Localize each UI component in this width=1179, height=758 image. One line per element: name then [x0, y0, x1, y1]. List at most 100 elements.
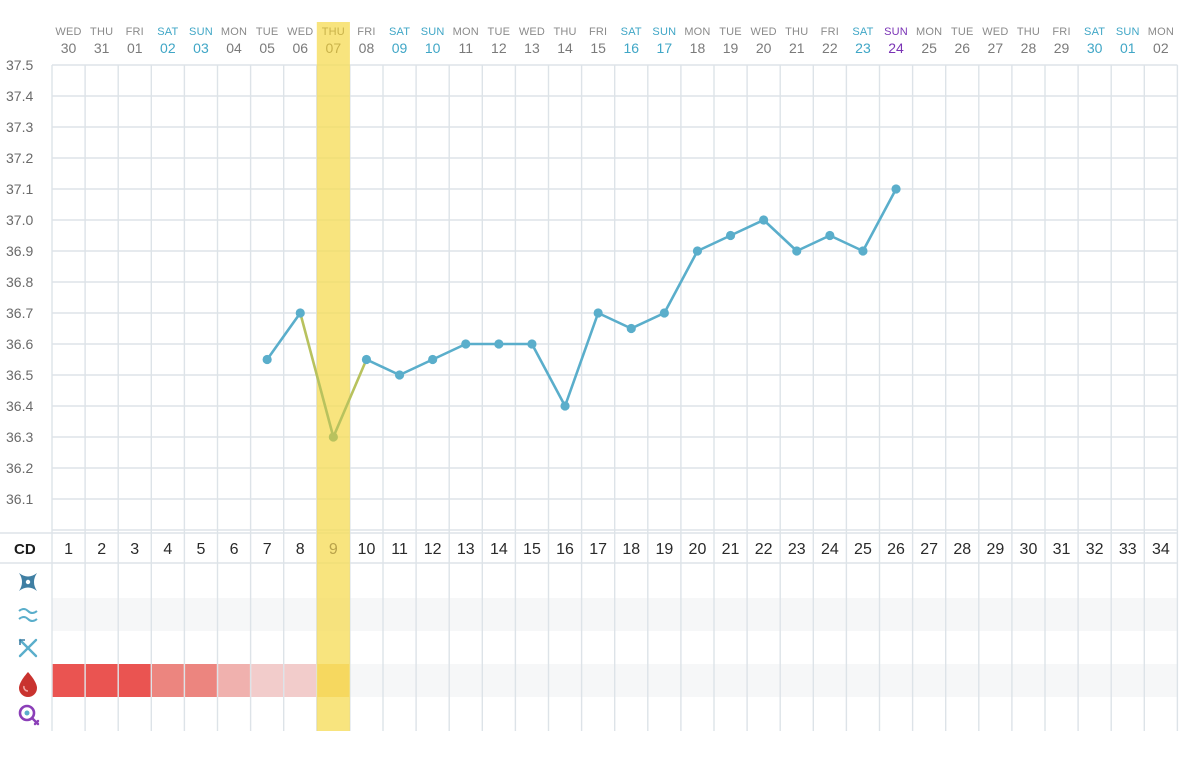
date-label: 07	[326, 40, 342, 56]
temperature-point	[825, 230, 835, 241]
temperature-point	[593, 308, 603, 318]
y-tick-label: 37.4	[6, 88, 33, 104]
temperature-line-segment	[629, 311, 666, 330]
cycle-day-number: 32	[1086, 541, 1104, 558]
temperature-point	[626, 323, 636, 334]
day-of-week-label: TUE	[256, 26, 279, 38]
temperature-line-segment	[298, 311, 335, 439]
temperature-point	[527, 339, 537, 349]
cycle-day-number: 2	[97, 541, 106, 558]
temperature-line-segment	[762, 218, 799, 253]
day-of-week-label: SUN	[189, 26, 213, 38]
date-label: 14	[557, 40, 573, 56]
period-cell	[251, 664, 283, 697]
chart-grid	[0, 64, 1179, 731]
cycle-day-number: 33	[1119, 541, 1137, 558]
date-label: 08	[359, 40, 375, 56]
day-of-week-label: FRI	[357, 26, 375, 38]
temperature-line-segment	[365, 358, 401, 377]
temperature-line-segment	[729, 218, 765, 237]
cycle-day-number: 34	[1152, 541, 1170, 558]
date-label: 21	[789, 40, 805, 56]
day-of-week-label: WED	[287, 26, 313, 38]
period-cell	[85, 664, 118, 697]
period-row	[52, 664, 350, 697]
date-label: 27	[988, 40, 1004, 56]
date-label: 16	[623, 40, 639, 56]
highlighted-day-column[interactable]	[316, 22, 350, 731]
y-tick-label: 36.9	[6, 243, 33, 259]
day-of-week-label: SAT	[852, 26, 873, 38]
temperature-line-segment	[795, 234, 832, 253]
temperature-point	[858, 246, 868, 256]
period-cell	[52, 664, 85, 697]
temperature-line-segment	[398, 358, 434, 377]
day-of-week-label: FRI	[1052, 26, 1070, 38]
date-header: WED 30 THU 31 FRI 01 SAT 02 SUN 03 MON 04 TUE 05 WED 06…	[55, 26, 1174, 56]
cycle-day-number: 12	[424, 541, 442, 558]
temperature-line-segment	[332, 358, 368, 439]
cycle-day-number: 9	[329, 541, 338, 558]
date-label: 13	[524, 40, 540, 56]
date-label: 23	[855, 40, 871, 56]
day-of-week-label: FRI	[126, 26, 144, 38]
day-of-week-label: MON	[221, 26, 247, 38]
day-of-week-label: SUN	[652, 26, 676, 38]
cycle-day-number: 31	[1053, 541, 1071, 558]
date-label: 02	[1153, 40, 1169, 56]
y-tick-label: 36.4	[6, 398, 33, 414]
intercourse-icon[interactable]	[18, 638, 38, 658]
date-label: 01	[127, 40, 143, 56]
date-label: 19	[723, 40, 739, 56]
cycle-day-number: 13	[457, 541, 475, 558]
day-of-week-label: WED	[982, 26, 1008, 38]
date-label: 05	[259, 40, 275, 56]
temperature-point	[692, 246, 703, 256]
date-label: 25	[921, 40, 937, 56]
date-label: 10	[425, 40, 441, 56]
day-of-week-label: MON	[1148, 26, 1174, 38]
cycle-day-number: 11	[391, 541, 408, 558]
cervix-icon[interactable]	[19, 573, 37, 591]
date-label: 04	[226, 40, 242, 56]
cycle-day-number: 19	[655, 541, 673, 558]
y-tick-label: 37.0	[6, 212, 33, 228]
day-of-week-label: THU	[90, 26, 113, 38]
date-label: 03	[193, 40, 209, 56]
day-of-week-label: THU	[322, 26, 345, 38]
y-tick-label: 36.8	[6, 274, 33, 290]
cycle-day-number: 26	[887, 541, 905, 558]
day-of-week-label: SAT	[389, 26, 410, 38]
period-drop-icon[interactable]	[19, 672, 37, 697]
day-of-week-label: WED	[55, 26, 81, 38]
temperature-line-segment	[431, 342, 468, 361]
cycle-day-number: 17	[589, 541, 607, 558]
date-label: 18	[690, 40, 706, 56]
date-label: 24	[888, 40, 904, 56]
period-cell	[284, 664, 317, 697]
date-label: 02	[160, 40, 176, 56]
temperature-line-segment	[596, 311, 633, 330]
date-label: 30	[1087, 40, 1103, 56]
temperature-series	[262, 184, 901, 442]
cycle-day-number: 24	[821, 541, 839, 558]
day-of-week-label: WED	[519, 26, 545, 38]
y-tick-label: 36.1	[6, 491, 33, 507]
temperature-point	[494, 339, 504, 349]
date-label: 31	[94, 40, 110, 56]
cycle-day-number: 1	[64, 541, 73, 558]
ovulation-test-icon[interactable]	[18, 704, 40, 726]
cycle-day-number: 7	[263, 541, 272, 558]
y-tick-label: 36.5	[6, 367, 33, 383]
date-label: 01	[1120, 40, 1136, 56]
temperature-line-segment	[663, 249, 699, 315]
cycle-day-number: 23	[788, 541, 806, 558]
cycle-day-number: 8	[296, 541, 305, 558]
day-of-week-label: THU	[553, 26, 576, 38]
cycle-day-number: 22	[755, 541, 773, 558]
temperature-line-segment	[828, 234, 865, 253]
cycle-day-number: 21	[722, 541, 740, 558]
day-of-week-label: TUE	[488, 26, 511, 38]
cervical-fluid-icon[interactable]	[18, 608, 38, 622]
temperature-point	[891, 184, 901, 194]
